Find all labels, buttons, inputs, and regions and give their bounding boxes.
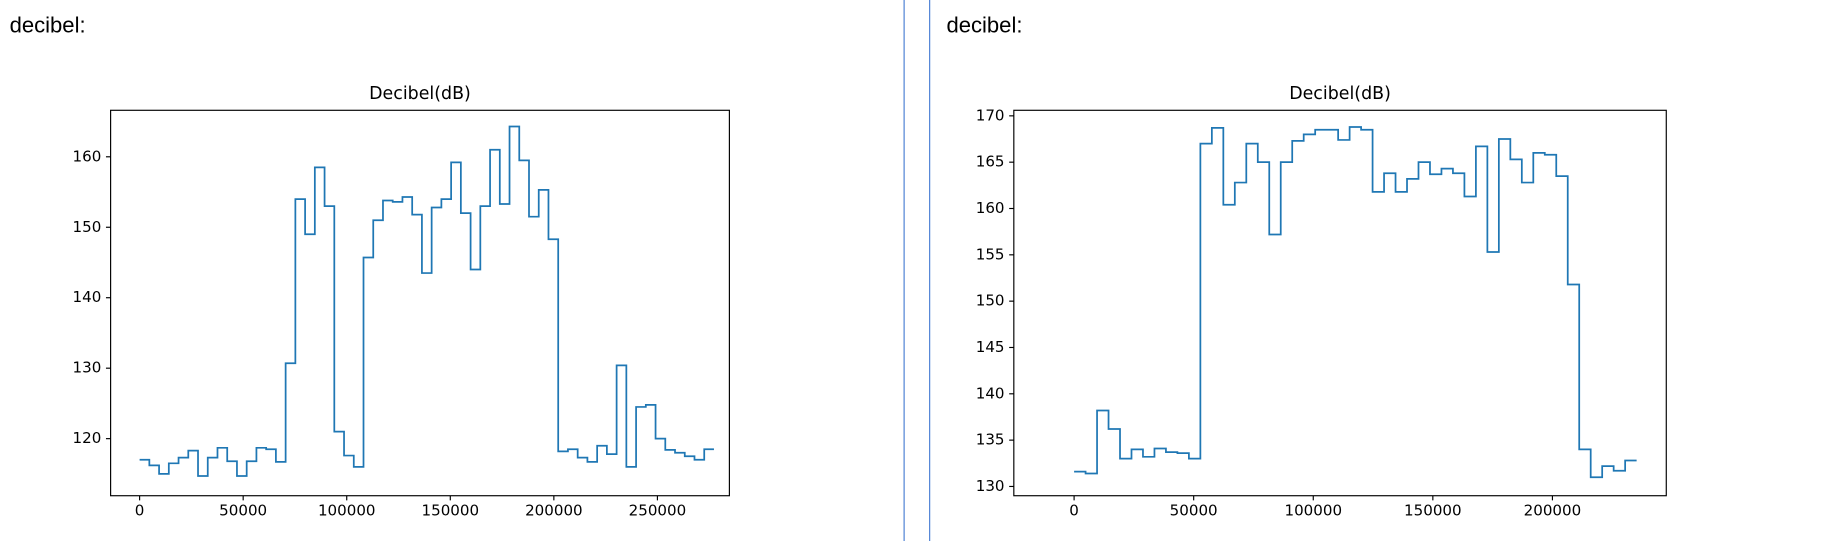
- x-tick-label: 150000: [422, 501, 480, 519]
- y-tick-label: 135: [976, 431, 1005, 449]
- y-tick-label: 150: [976, 292, 1005, 310]
- y-tick-label: 140: [976, 384, 1005, 402]
- x-tick-label: 0: [1069, 501, 1079, 519]
- chart-title: Decibel(dB): [369, 84, 471, 104]
- y-tick-label: 130: [976, 477, 1005, 495]
- x-tick-label: 200000: [525, 501, 583, 519]
- x-tick-label: 200000: [1524, 501, 1582, 519]
- y-tick-label: 145: [976, 338, 1005, 356]
- chart-title: Decibel(dB): [1289, 84, 1391, 104]
- x-tick-label: 50000: [1170, 501, 1218, 519]
- y-tick-label: 150: [73, 218, 102, 236]
- y-tick-label: 170: [976, 106, 1005, 124]
- y-tick-label: 130: [73, 359, 102, 377]
- x-tick-label: 50000: [219, 501, 267, 519]
- y-tick-label: 165: [976, 153, 1005, 171]
- plot-frame: [110, 109, 730, 497]
- data-line: [139, 125, 714, 477]
- cell-label: decibel:: [10, 13, 86, 38]
- x-tick-label: 100000: [1284, 501, 1342, 519]
- y-tick-label: 120: [73, 429, 102, 447]
- x-tick-label: 250000: [629, 501, 687, 519]
- y-tick-label: 155: [976, 245, 1005, 263]
- x-tick-label: 0: [135, 501, 145, 519]
- y-tick-label: 160: [73, 147, 102, 165]
- y-tick-label: 160: [976, 199, 1005, 217]
- x-tick-label: 150000: [1404, 501, 1462, 519]
- plot-frame: [1013, 109, 1667, 497]
- data-line: [1074, 126, 1637, 479]
- cell-label: decibel:: [946, 13, 1022, 38]
- x-tick-label: 100000: [318, 501, 376, 519]
- y-tick-label: 140: [73, 288, 102, 306]
